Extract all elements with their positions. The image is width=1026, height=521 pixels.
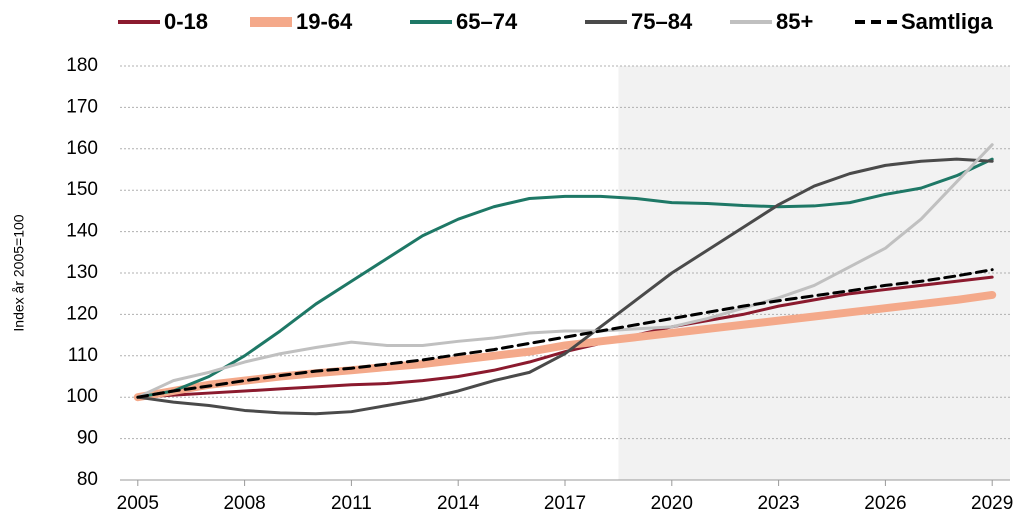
x-tick-label: 2017 (544, 493, 586, 514)
y-tick-label: 120 (66, 303, 98, 324)
y-tick-label: 150 (66, 179, 98, 200)
y-tick-label: 110 (68, 345, 98, 366)
x-tick-label: 2023 (757, 493, 799, 514)
x-tick-label: 2020 (651, 493, 693, 514)
y-axis-label: Index år 2005=100 (11, 214, 27, 331)
x-tick-label: 2014 (437, 493, 480, 514)
y-tick-label: 140 (66, 221, 98, 242)
series-line (136, 275, 994, 399)
legend-label: 85+ (776, 9, 813, 34)
legend-label: Samtliga (901, 9, 993, 34)
legend-label: 19-64 (296, 9, 353, 34)
y-tick-label: 170 (66, 96, 98, 117)
legend-label: 75–84 (631, 9, 693, 34)
y-tick-label: 130 (66, 262, 98, 283)
y-tick-label: 80 (77, 469, 98, 490)
series-line (136, 268, 994, 399)
y-tick-label: 180 (66, 55, 98, 76)
x-tick-label: 2005 (117, 493, 159, 514)
series-line (136, 157, 994, 416)
x-tick-label: 2029 (971, 493, 1013, 514)
y-tick-label: 160 (66, 138, 98, 159)
x-tick-label: 2026 (864, 493, 906, 514)
y-tick-label: 100 (66, 386, 98, 407)
legend-label: 65–74 (456, 9, 518, 34)
series-line (136, 143, 994, 399)
y-tick-label: 90 (77, 428, 98, 449)
x-tick-label: 2011 (331, 493, 372, 514)
series-line (136, 157, 994, 399)
legend-label: 0-18 (164, 9, 208, 34)
x-tick-label: 2008 (223, 493, 265, 514)
